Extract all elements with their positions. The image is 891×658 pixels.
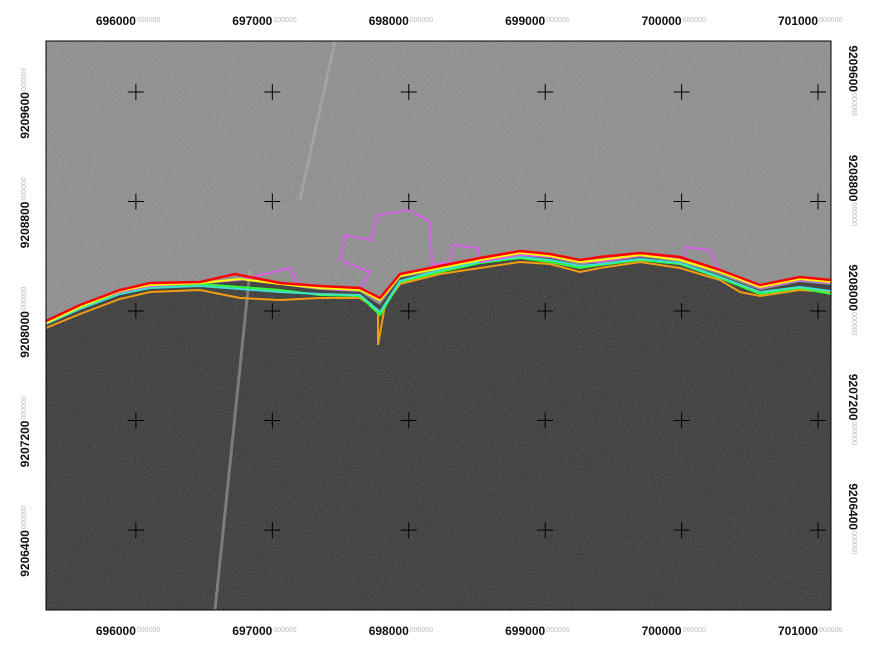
grid-cross: [537, 412, 554, 429]
tick-suffix: 000000: [819, 627, 842, 634]
grid-cross: [264, 303, 281, 320]
x-tick-label-top: 701000: [778, 14, 818, 28]
y-tick-label-left: 9208000: [18, 311, 32, 358]
tick-suffix: 000000: [850, 203, 857, 226]
grid-cross: [264, 84, 281, 101]
x-tick-label-bottom: 699000: [505, 624, 545, 638]
y-tick-label-right: 9208000: [846, 264, 860, 311]
tick-suffix: 000000: [21, 396, 28, 419]
y-tick-label-right: 9208800: [846, 155, 860, 202]
tick-suffix: 000000: [137, 17, 160, 24]
tick-suffix: 000000: [21, 68, 28, 91]
grid-cross: [537, 84, 554, 101]
x-tick-label-top: 697000: [232, 14, 272, 28]
grid-cross: [127, 522, 144, 539]
tick-suffix: 000000: [273, 627, 296, 634]
x-tick-label-top: 700000: [642, 14, 682, 28]
tick-suffix: 000000: [410, 627, 433, 634]
tick-suffix: 000000: [683, 17, 706, 24]
x-tick-label-bottom: 696000: [96, 624, 136, 638]
y-tick-label-left: 9208800: [18, 201, 32, 248]
grid-cross: [127, 193, 144, 210]
grid-cross: [810, 412, 827, 429]
map-frame: [45, 40, 832, 611]
grid-cross: [264, 193, 281, 210]
grid-cross: [537, 303, 554, 320]
grid-cross: [400, 84, 417, 101]
tick-suffix: 000000: [137, 627, 160, 634]
shorelines: [46, 208, 831, 346]
y-tick-label-right: 9206400: [846, 483, 860, 530]
tick-suffix: 000000: [850, 422, 857, 445]
x-tick-label-bottom: 700000: [642, 624, 682, 638]
grid-cross: [673, 522, 690, 539]
tick-suffix: 000000: [683, 627, 706, 634]
grid-cross: [400, 522, 417, 539]
grid-cross: [673, 412, 690, 429]
tick-suffix: 000000: [21, 177, 28, 200]
tick-suffix: 000000: [273, 17, 296, 24]
tick-suffix: 000000: [21, 287, 28, 310]
grid-cross: [537, 193, 554, 210]
grid-cross: [127, 84, 144, 101]
grid-cross: [810, 303, 827, 320]
y-tick-label-left: 9209600: [18, 92, 32, 139]
tick-suffix: 000000: [546, 627, 569, 634]
grid-cross: [264, 522, 281, 539]
tick-suffix: 000000: [819, 17, 842, 24]
grid-cross: [810, 84, 827, 101]
y-tick-label-left: 9207200: [18, 420, 32, 467]
tick-suffix: 000000: [850, 312, 857, 335]
grid-cross: [127, 412, 144, 429]
grid-cross: [810, 193, 827, 210]
x-tick-label-bottom: 698000: [369, 624, 409, 638]
grid-cross: [400, 412, 417, 429]
tick-suffix: 000000: [850, 531, 857, 554]
grid-cross: [537, 522, 554, 539]
grid-cross: [673, 303, 690, 320]
grid-cross: [264, 412, 281, 429]
tick-suffix: 000000: [546, 17, 569, 24]
tick-suffix: 000000: [850, 93, 857, 116]
x-tick-label-top: 696000: [96, 14, 136, 28]
x-tick-label-top: 699000: [505, 14, 545, 28]
grid-cross: [810, 522, 827, 539]
y-tick-label-right: 9207200: [846, 374, 860, 421]
grid-cross: [673, 84, 690, 101]
grid-cross: [127, 303, 144, 320]
grid-cross: [400, 193, 417, 210]
y-tick-label-left: 9206400: [18, 530, 32, 577]
x-tick-label-bottom: 697000: [232, 624, 272, 638]
y-tick-label-right: 9209600: [846, 45, 860, 92]
tick-suffix: 000000: [21, 506, 28, 529]
x-tick-label-top: 698000: [369, 14, 409, 28]
tick-suffix: 000000: [410, 17, 433, 24]
grid-cross: [673, 193, 690, 210]
image: [46, 41, 831, 610]
x-tick-label-bottom: 701000: [778, 624, 818, 638]
grid-cross: [400, 303, 417, 320]
